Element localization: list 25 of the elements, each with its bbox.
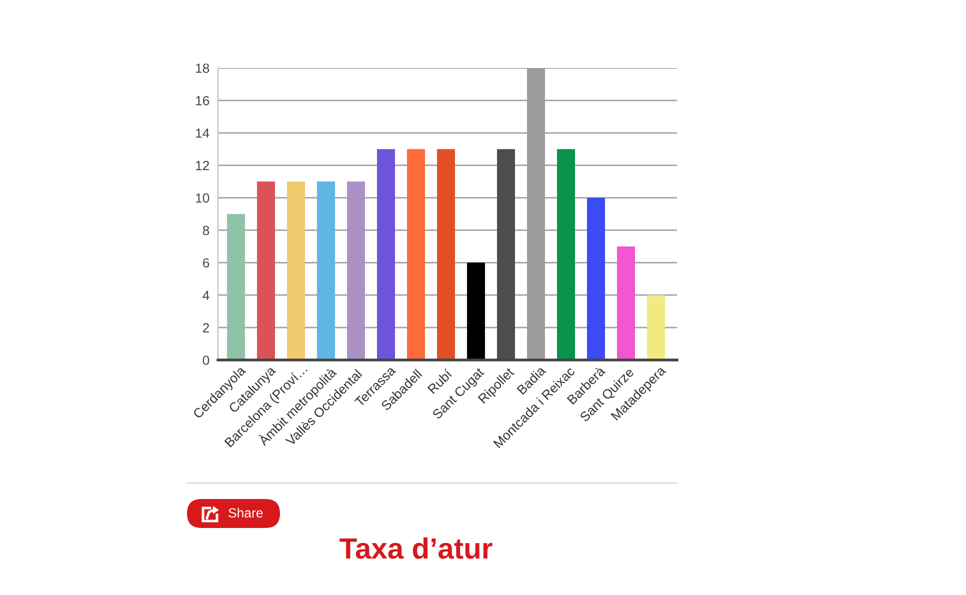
y-tick-label: 18 <box>196 64 210 73</box>
text: Taxa d’atur <box>340 537 492 559</box>
y-tick-label: 16 <box>196 96 210 106</box>
bar <box>617 246 635 360</box>
bar <box>287 182 305 360</box>
bar <box>257 182 275 360</box>
y-tick-label: 0 <box>202 356 210 365</box>
y-tick-label: 8 <box>202 226 210 236</box>
bar <box>647 295 665 360</box>
bar <box>587 198 605 360</box>
bar <box>557 149 575 360</box>
bar <box>377 149 395 360</box>
y-tick-label: 10 <box>196 193 210 203</box>
bar <box>467 262 485 360</box>
y-tick-label: 6 <box>203 258 210 268</box>
bar <box>227 214 245 360</box>
bar <box>347 182 365 360</box>
text: Share <box>228 508 263 518</box>
bar <box>437 149 455 360</box>
y-tick-label: 2 <box>202 323 210 332</box>
y-tick-label: 4 <box>202 290 210 300</box>
y-tick-label: 12 <box>196 160 210 170</box>
y-tick-label: 14 <box>196 128 210 138</box>
bar <box>317 182 335 360</box>
bar <box>407 149 425 360</box>
